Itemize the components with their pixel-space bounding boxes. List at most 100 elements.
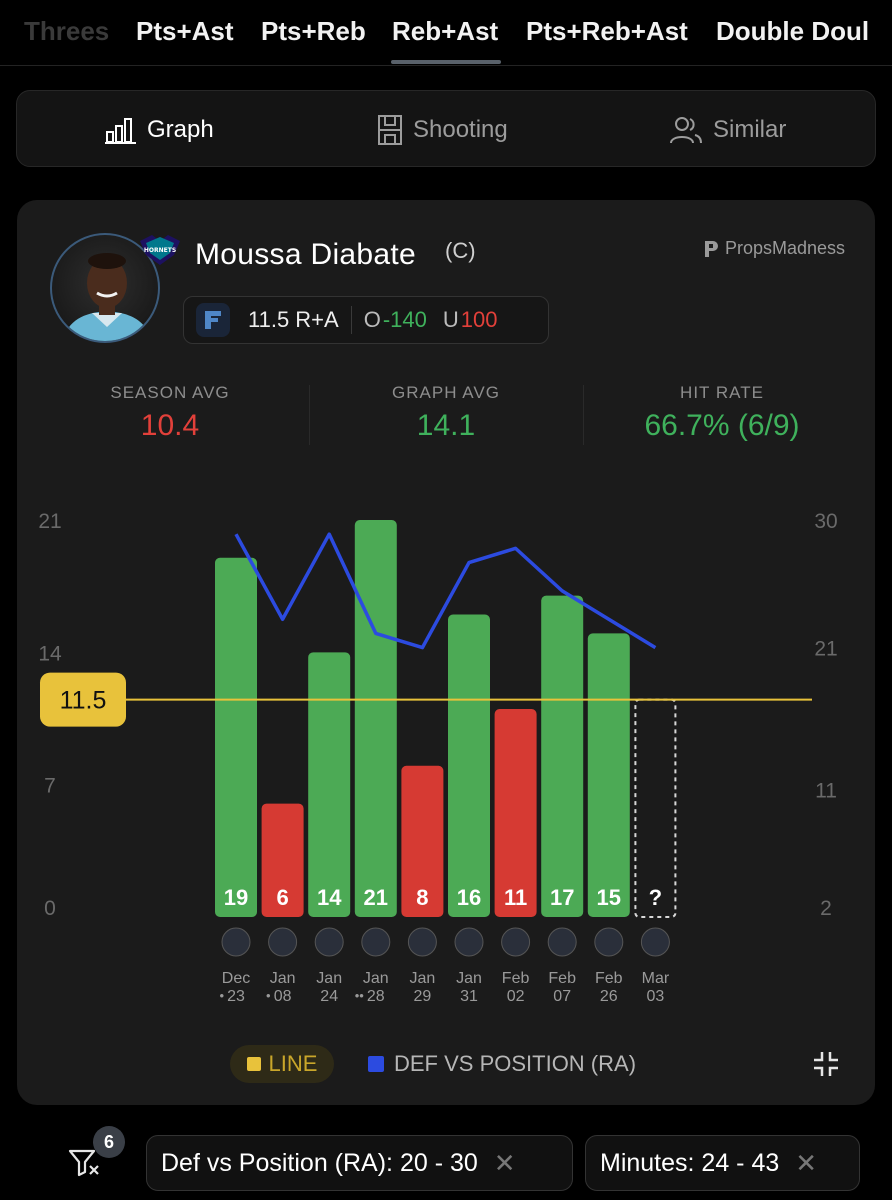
legend-line[interactable]: LINE (230, 1045, 334, 1083)
tab-double-double[interactable]: Double Doul (716, 16, 870, 46)
pacers-logo-icon (268, 927, 298, 957)
x-tick-month: Jan (316, 970, 342, 987)
season-avg-label: SEASON AVG (110, 383, 230, 402)
y-right-tick-label: 30 (814, 510, 837, 533)
game-bar[interactable] (261, 803, 304, 917)
x-tick-month: Feb (595, 970, 623, 987)
prop-line-badge[interactable] (40, 672, 126, 727)
game-marker-dot: •• (355, 988, 365, 1003)
tab-pts-ast[interactable]: Pts+Ast (136, 16, 234, 46)
brand-watermark: PropsMadness (703, 238, 845, 259)
pill-divider (350, 306, 352, 334)
mavericks-logo-icon (640, 927, 670, 957)
filter-icon[interactable] (68, 1148, 102, 1178)
graph-avg-label: GRAPH AVG (392, 383, 500, 402)
game-marker-dot: • (266, 988, 271, 1003)
subtab-shooting-label: Shooting (413, 115, 508, 143)
tab-pts-reb[interactable]: Pts+Reb (261, 16, 366, 46)
subtab-shooting[interactable]: Shooting (377, 91, 508, 168)
x-tick-day: 29 (414, 988, 432, 1005)
pelicans-logo-icon (501, 927, 531, 957)
legend-def-vs-position[interactable]: DEF VS POSITION (RA) (368, 1045, 636, 1083)
over-odds: -140 (382, 307, 427, 332)
bar-chart-icon (105, 117, 136, 144)
x-tick-month: Jan (270, 970, 296, 987)
filter-chip-minutes[interactable]: Minutes: 24 - 43 ✕ (585, 1135, 860, 1191)
player-name: Moussa Diabate (195, 238, 416, 271)
prop-line-value: 11.5 R+A (248, 307, 339, 332)
close-icon[interactable]: ✕ (795, 1147, 818, 1178)
game-bar[interactable] (354, 520, 397, 917)
filter-chip-def-vs-position[interactable]: Def vs Position (RA): 20 - 30 ✕ (146, 1135, 573, 1191)
hit-rate-value: 66.7% (6/9) (644, 409, 800, 442)
pacers-logo-icon (594, 927, 624, 957)
x-tick-month: Dec (222, 970, 250, 987)
game-bar[interactable] (308, 652, 351, 917)
filter-chip-label: Def vs Position (RA): 20 - 30 (161, 1148, 478, 1177)
player-position: (C) (445, 238, 476, 263)
x-tick-day: 02 (507, 988, 525, 1005)
x-tick-day: 07 (553, 988, 571, 1005)
legend-def-label: DEF VS POSITION (RA) (394, 1051, 637, 1076)
prop-type-tabs: Threes Pts+Ast Pts+Reb Reb+Ast Pts+Reb+A… (0, 0, 892, 66)
def-vs-position-line (234, 532, 657, 650)
legend-line-label: LINE (268, 1051, 318, 1076)
users-icon (670, 116, 702, 143)
bar-value-label: 11 (504, 885, 527, 910)
y-left-tick-label: 7 (44, 775, 56, 798)
y-left-tick-label: 14 (38, 642, 62, 665)
graph-avg-stat: GRAPH AVG 14.1 (311, 383, 581, 443)
spurs-logo-icon (454, 927, 484, 957)
tab-reb-ast[interactable]: Reb+Ast (392, 16, 499, 46)
game-bar[interactable] (587, 633, 630, 917)
prop-line-label: 11.5 (60, 687, 107, 715)
selected-tab-indicator (391, 60, 501, 64)
hit-rate-stat: HIT RATE 66.7% (6/9) (587, 383, 857, 443)
game-bar[interactable] (448, 614, 490, 917)
graph-avg-value: 14.1 (416, 409, 476, 442)
x-tick-day: 24 (320, 988, 338, 1005)
y-left-tick-label: 21 (38, 510, 61, 533)
bar-value-label: 15 (597, 885, 621, 910)
game-bar[interactable] (215, 557, 257, 917)
bar-value-label: 17 (550, 885, 574, 910)
hornets-logo-icon: HORNETS (140, 235, 180, 265)
x-tick-month: Mar (642, 970, 670, 987)
x-tick-day: 03 (647, 988, 665, 1005)
season-avg-stat: SEASON AVG 10.4 (35, 383, 305, 443)
y-left-tick-label: 0 (44, 897, 56, 920)
tab-pts-reb-ast[interactable]: Pts+Reb+Ast (526, 16, 688, 46)
subtab-graph[interactable]: Graph (105, 91, 214, 168)
bar-value-label: 19 (224, 885, 248, 910)
y-right-tick-label: 21 (814, 638, 837, 661)
close-icon[interactable]: ✕ (493, 1147, 516, 1178)
view-subtabs: Graph Shooting Similar (16, 90, 876, 167)
filter-count-badge: 6 (93, 1126, 125, 1158)
prop-line-pill[interactable]: 11.5 R+A O -140 U 100 (183, 296, 549, 344)
x-tick-month: Jan (456, 970, 482, 987)
sportsbook-logo-icon (196, 303, 230, 337)
game-bar[interactable] (401, 765, 444, 917)
stat-divider (583, 385, 584, 445)
stat-divider (309, 385, 310, 445)
y-right-tick-label: 2 (820, 897, 832, 920)
collapse-icon[interactable] (812, 1050, 840, 1078)
game-bar[interactable] (494, 709, 537, 917)
player-avatar[interactable] (50, 233, 160, 343)
court-icon (378, 114, 402, 145)
player-card: HORNETS Moussa Diabate (C) PropsMadness … (17, 200, 875, 1105)
propsmadness-logo-icon (704, 240, 718, 257)
bar-value-label: 8 (416, 885, 428, 910)
bar-value-label: 6 (276, 885, 288, 910)
legend-def-swatch (368, 1056, 384, 1072)
subtab-similar[interactable]: Similar (669, 91, 786, 168)
player-silhouette-icon (62, 253, 152, 341)
x-tick-month: Feb (502, 970, 530, 987)
tab-threes[interactable]: Threes (24, 16, 110, 46)
x-tick-month: Feb (548, 970, 576, 987)
wizards-logo-icon (314, 927, 344, 957)
game-bar[interactable] (541, 595, 584, 917)
season-avg-value: 10.4 (140, 409, 200, 442)
bar-value-label: 14 (317, 885, 342, 910)
